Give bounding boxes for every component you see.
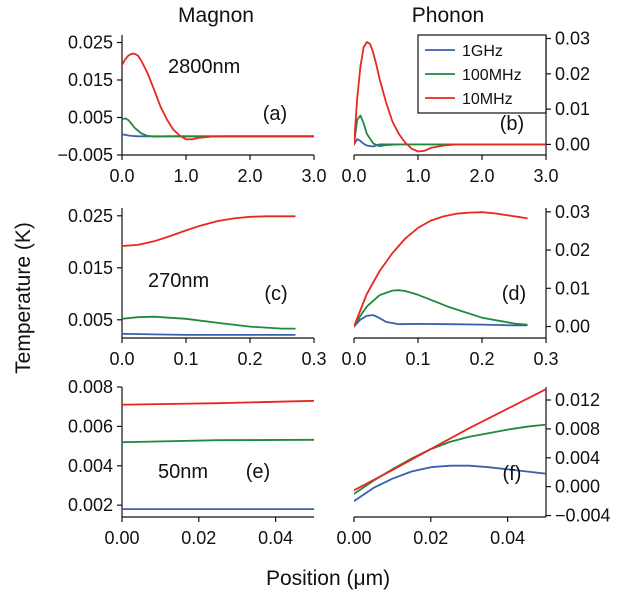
panel-c: 0.0 0.1 0.2 0.3 0.025 0.015 0.005 (c) 270nm [68,206,327,369]
x-tick-label: 0.02 [181,528,216,548]
panel-e: 0.00 0.02 0.04 0.008 0.006 0.004 0.002 (e) 50nm [68,377,314,548]
x-tick-label: 0.04 [490,528,525,548]
thickness-annotation: 2800nm [168,56,240,78]
y-tick-label: 0.025 [68,33,113,53]
series-10mhz-line [122,216,295,246]
y-tick-label: −0.004 [555,506,611,526]
y-tick-label: 0.00 [555,317,590,337]
y-tick-label: 0.012 [555,390,600,410]
series-100mhz-line [122,440,314,442]
x-tick-label: 0.2 [469,349,494,369]
panel-label: (b) [500,113,524,135]
x-tick-label: 2.0 [469,166,494,186]
thickness-annotation: 270nm [148,270,209,292]
y-tick-label: 0.002 [68,495,113,515]
series-group [354,212,527,326]
y-tick-label: 0.015 [68,258,113,278]
series-1ghz-line [122,334,295,335]
panel-a: 0.0 1.0 2.0 3.0 0.025 0.015 0.005 −0.005 (a) 2800… [57,33,326,187]
series-group [122,401,314,509]
x-tick-label: 3.0 [533,166,558,186]
panel-label: (a) [263,103,287,125]
panel-f: 0.00 0.02 0.04 0.012 0.008 0.004 0.000 −0.004 (f… [336,387,610,548]
x-tick-label: 0.02 [413,528,448,548]
x-tick-label: 1.0 [173,166,198,186]
panel-label: (f) [503,463,522,485]
y-tick-label: 0.01 [555,278,590,298]
y-tick-label: 0.00 [555,134,590,154]
x-tick-label: 0.00 [104,528,139,548]
x-tick-label: 0.0 [341,166,366,186]
thickness-annotation: 50nm [158,461,208,483]
y-tick-label: 0.025 [68,206,113,226]
x-tick-label: 0.04 [258,528,293,548]
legend-label-1ghz: 1GHz [462,43,503,60]
y-tick-label: 0.004 [555,448,600,468]
y-tick-label: 0.01 [555,99,590,119]
panel-d: 0.0 0.1 0.2 0.3 0.03 0.02 0.01 0.00 (d) [341,202,590,369]
panel-label: (c) [264,283,287,305]
series-100mhz-line [122,317,295,329]
y-tick-label: 0.000 [555,477,600,497]
x-tick-label: 0.2 [237,349,262,369]
y-tick-label: 0.004 [68,456,113,476]
x-tick-label: 0.0 [341,349,366,369]
y-tick-label: 0.006 [68,416,113,436]
x-tick-label: 0.3 [301,349,326,369]
x-tick-label: 0.0 [109,349,134,369]
x-tick-label: 0.1 [173,349,198,369]
y-tick-label: 0.008 [555,419,600,439]
series-10mhz-line [122,401,314,405]
x-tick-label: 0.3 [533,349,558,369]
x-tick-label: 0.1 [405,349,430,369]
legend-label-100mhz: 100MHz [462,67,522,84]
y-tick-label: 0.02 [555,64,590,84]
x-tick-label: 0.00 [336,528,371,548]
x-axis-title: Position (μm) [266,567,390,590]
series-10mhz-line [354,212,527,326]
y-tick-label: 0.015 [68,70,113,90]
column-title-magnon: Magnon [178,4,254,27]
x-tick-label: 3.0 [301,166,326,186]
y-tick-label: 0.005 [68,108,113,128]
panels: 0.0 1.0 2.0 3.0 0.025 0.015 0.005 −0.005 (a) 2800… [57,29,610,548]
y-tick-label: 0.008 [68,377,113,397]
y-axis-title: Temperature (K) [12,222,35,374]
legend-label-10mhz: 10MHz [462,91,513,108]
y-tick-label: 0.02 [555,240,590,260]
x-tick-label: 2.0 [237,166,262,186]
column-title-phonon: Phonon [412,4,484,27]
x-tick-label: 0.0 [109,166,134,186]
x-tick-label: 1.0 [405,166,430,186]
y-tick-label: 0.03 [555,202,590,222]
panel-label: (d) [502,283,526,305]
panel-label: (e) [246,461,270,483]
legend: 1GHz 100MHz 10MHz [418,35,546,113]
y-tick-label: 0.03 [555,29,590,49]
y-tick-label: −0.005 [57,145,113,165]
y-tick-label: 0.005 [68,310,113,330]
